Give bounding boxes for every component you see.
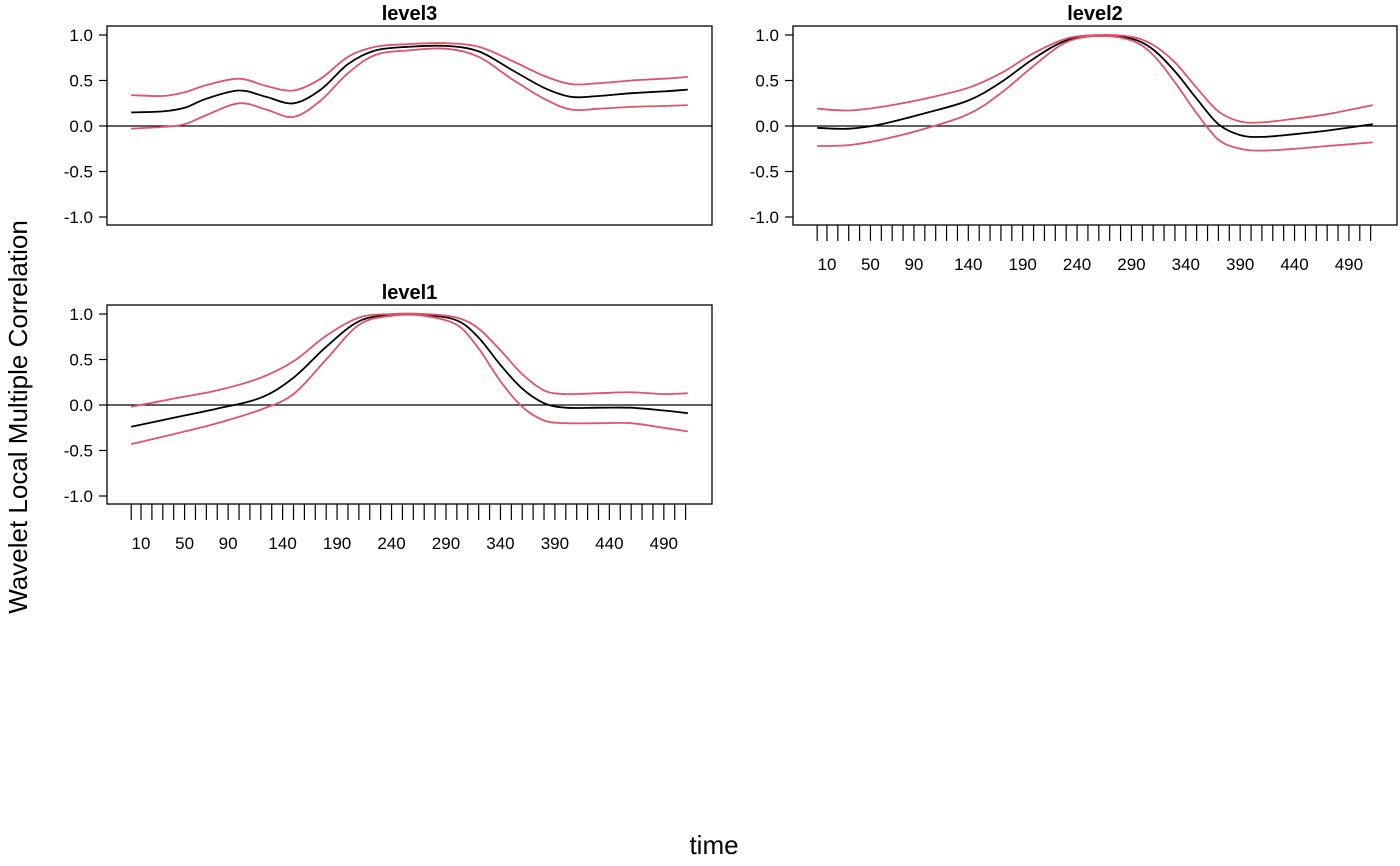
panel-level3: level3 -1.0 -0.5 0.0 0.5 1.0: [64, 3, 713, 227]
y-tick-label: -0.5: [64, 163, 93, 182]
x-tick-label: 10: [817, 255, 836, 274]
y-tick-label: 0.5: [755, 72, 779, 91]
x-tick-label: 90: [219, 534, 238, 553]
y-tick-label: -1.0: [64, 208, 93, 227]
y-tick-label: 0.5: [69, 351, 93, 370]
x-tick-label: 490: [650, 534, 678, 553]
x-tick-label: 390: [541, 534, 569, 553]
x-tick-label: 390: [1226, 255, 1254, 274]
y-tick-label: -1.0: [750, 208, 779, 227]
x-tick-label: 490: [1335, 255, 1363, 274]
x-axis-title: time: [689, 830, 738, 860]
x-tick-label: 10: [132, 534, 151, 553]
x-tick-label: 50: [861, 255, 880, 274]
x-tick-label: 90: [904, 255, 923, 274]
x-tick-label: 50: [175, 534, 194, 553]
upper-bound-line: [131, 42, 688, 97]
y-tick-label: -0.5: [750, 163, 779, 182]
lower-bound-line: [817, 34, 1373, 152]
lower-bound-line: [131, 313, 688, 445]
x-tick-label: 140: [268, 534, 296, 553]
estimate-line: [817, 34, 1373, 138]
y-tick-label: -0.5: [64, 442, 93, 461]
x-tick-label: 190: [1008, 255, 1036, 274]
lower-bound-line: [131, 47, 688, 130]
panel-title: level1: [382, 282, 438, 304]
x-tick-label: 340: [486, 534, 514, 553]
x-tick-label: 140: [954, 255, 982, 274]
y-tick-label: 0.5: [69, 72, 93, 91]
panel-title: level2: [1067, 3, 1123, 25]
y-tick-label: 0.0: [69, 396, 93, 415]
x-tick-label: 240: [1063, 255, 1091, 274]
x-tick-label: 290: [1117, 255, 1145, 274]
panel-title: level3: [382, 3, 438, 25]
panel-level2: level2 -1.0 -0.5 0.0 0.5 1.0 10 50 90 140 190 240 29…: [750, 3, 1398, 274]
x-tick-label: 290: [432, 534, 460, 553]
panel-level1: level1 -1.0 -0.5 0.0 0.5 1.0 10 50 90 140 190 240 29…: [64, 282, 713, 553]
y-tick-label: 1.0: [69, 305, 93, 324]
upper-bound-line: [817, 34, 1373, 124]
x-tick-label: 440: [1280, 255, 1308, 274]
y-axis-title: Wavelet Local Multiple Correlation: [3, 220, 33, 614]
y-tick-label: 1.0: [755, 26, 779, 45]
x-tick-label: 240: [377, 534, 405, 553]
y-tick-label: 0.0: [755, 117, 779, 136]
upper-bound-line: [131, 312, 688, 408]
y-tick-label: 0.0: [69, 117, 93, 136]
x-tick-label: 340: [1172, 255, 1200, 274]
x-tick-label: 190: [323, 534, 351, 553]
y-tick-label: -1.0: [64, 487, 93, 506]
estimate-line: [131, 313, 688, 428]
y-tick-label: 1.0: [69, 26, 93, 45]
x-tick-label: 440: [595, 534, 623, 553]
estimate-line: [131, 44, 688, 114]
